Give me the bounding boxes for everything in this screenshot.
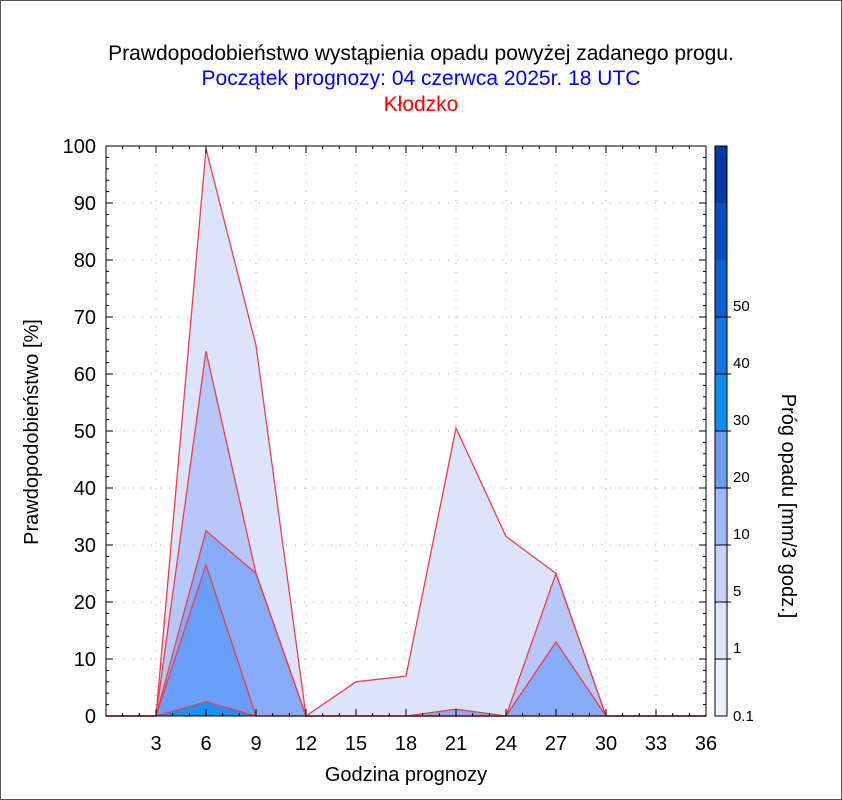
colorbar-tick-label: 5 <box>733 583 741 600</box>
colorbar-segment <box>715 317 727 374</box>
chart-title: Prawdopodobieństwo wystąpienia opadu pow… <box>108 42 734 65</box>
colorbar-tick-label: 0.1 <box>733 708 754 725</box>
area-series-20 <box>106 701 706 716</box>
x-tick-label: 6 <box>200 733 211 755</box>
y-tick-label: 90 <box>74 193 96 215</box>
colorbar-tick-label: 30 <box>733 412 750 429</box>
x-tick-label: 24 <box>495 733 517 755</box>
y-tick-label: 50 <box>74 421 96 443</box>
colorbar-tick-label: 40 <box>733 355 750 372</box>
y-tick-label: 60 <box>74 364 96 386</box>
colorbar-segment <box>715 203 727 260</box>
location-title: Kłodzko <box>383 93 459 116</box>
colorbar-segment <box>715 545 727 602</box>
x-tick-label: 36 <box>695 733 717 755</box>
x-tick-label: 30 <box>595 733 617 755</box>
y-tick-label: 70 <box>74 307 96 329</box>
y-tick-label: 100 <box>63 136 96 158</box>
y-axis-label: Prawdopodobieństwo [%] <box>21 319 43 545</box>
x-tick-label: 12 <box>295 733 317 755</box>
y-tick-label: 20 <box>74 592 96 614</box>
colorbar-segment <box>715 146 727 203</box>
area-series-5 <box>106 530 706 716</box>
colorbar-segment <box>715 488 727 545</box>
x-tick-label: 18 <box>395 733 417 755</box>
colorbar: 0.1 1 5 10 20 30 40 50 <box>714 145 754 725</box>
x-axis-label: Godzina prognozy <box>325 764 487 786</box>
colorbar-tick-label: 10 <box>733 526 750 543</box>
y-tick-label: 40 <box>74 478 96 500</box>
colorbar-label: Próg opadu [mm/3 godz.] <box>777 394 799 619</box>
x-tick-label: 3 <box>150 733 161 755</box>
colorbar-tick-label: 1 <box>733 640 741 657</box>
y-tick-label: 0 <box>85 706 96 728</box>
x-tick-label: 33 <box>645 733 667 755</box>
axis-ticks: 3 6 9 12 15 18 21 24 27 30 33 360102030405060708090… <box>63 136 718 755</box>
colorbar-segment <box>715 602 727 659</box>
x-tick-label: 9 <box>250 733 261 755</box>
x-tick-label: 21 <box>445 733 467 755</box>
y-tick-label: 30 <box>74 535 96 557</box>
colorbar-segment <box>715 374 727 431</box>
colorbar-tick-label: 20 <box>733 469 750 486</box>
y-tick-label: 10 <box>74 649 96 671</box>
y-tick-label: 80 <box>74 250 96 272</box>
chart-subtitle: Początek prognozy: 04 czerwca 2025r. 18 … <box>201 67 641 90</box>
x-tick-label: 15 <box>345 733 367 755</box>
colorbar-segment <box>715 260 727 317</box>
x-tick-label: 27 <box>545 733 567 755</box>
area-series <box>106 148 706 718</box>
colorbar-segment <box>715 431 727 488</box>
area-series-10 <box>106 565 706 716</box>
colorbar-segment <box>715 659 727 716</box>
colorbar-tick-label: 50 <box>733 298 750 315</box>
